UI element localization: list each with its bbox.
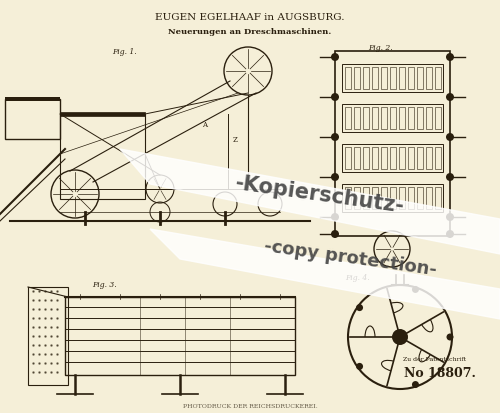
Text: Zu der Patentschrift: Zu der Patentschrift [404, 357, 466, 362]
Circle shape [392, 329, 408, 345]
Circle shape [412, 381, 419, 388]
Circle shape [356, 304, 363, 311]
Bar [372, 68, 378, 90]
Circle shape [446, 214, 454, 221]
Bar [435, 68, 441, 90]
Bar [5, 100, 60, 140]
Bar [372, 108, 378, 130]
Circle shape [446, 230, 454, 238]
Bar [354, 108, 360, 130]
Bar [435, 147, 441, 170]
Circle shape [356, 363, 363, 370]
Bar [417, 188, 423, 209]
Bar [345, 68, 351, 90]
Polygon shape [120, 150, 500, 254]
Circle shape [331, 230, 339, 238]
Bar [342, 65, 443, 93]
Bar [363, 68, 369, 90]
Bar [408, 68, 414, 90]
Text: A: A [202, 121, 207, 129]
Bar [408, 108, 414, 130]
Bar [381, 147, 387, 170]
Bar [381, 188, 387, 209]
Bar [426, 108, 432, 130]
Bar [60, 115, 145, 199]
Circle shape [446, 54, 454, 62]
Bar [390, 147, 396, 170]
Bar [342, 105, 443, 133]
Bar [390, 108, 396, 130]
Text: PHOTODRUCK DER REICHSDRUCKEREI.: PHOTODRUCK DER REICHSDRUCKEREI. [182, 404, 318, 408]
Text: Fig. 4.: Fig. 4. [345, 273, 370, 281]
Bar [372, 188, 378, 209]
Bar [399, 68, 405, 90]
Circle shape [446, 134, 454, 142]
Text: -copy protection-: -copy protection- [262, 236, 438, 278]
Bar [345, 188, 351, 209]
Circle shape [446, 173, 454, 182]
Bar [399, 188, 405, 209]
Circle shape [331, 173, 339, 182]
Bar [435, 108, 441, 130]
Bar [417, 108, 423, 130]
Bar [390, 188, 396, 209]
Bar [354, 188, 360, 209]
Bar [390, 68, 396, 90]
Circle shape [446, 334, 454, 341]
Circle shape [331, 134, 339, 142]
Text: Neuerungen an Dreschmaschinen.: Neuerungen an Dreschmaschinen. [168, 28, 332, 36]
Bar [435, 188, 441, 209]
Bar [426, 188, 432, 209]
Bar [372, 147, 378, 170]
Bar [342, 145, 443, 173]
Bar [417, 68, 423, 90]
Text: Z: Z [232, 136, 237, 144]
Bar [335, 52, 450, 236]
Bar [5, 98, 60, 102]
Bar [399, 147, 405, 170]
Bar [408, 147, 414, 170]
Bar [363, 188, 369, 209]
Circle shape [446, 94, 454, 102]
Text: No 18807.: No 18807. [404, 367, 476, 380]
Bar [363, 147, 369, 170]
Bar [354, 68, 360, 90]
Bar [426, 147, 432, 170]
Text: -Kopierschutz-: -Kopierschutz- [234, 173, 406, 216]
Bar [381, 68, 387, 90]
Bar [363, 108, 369, 130]
Bar [381, 108, 387, 130]
Bar [65, 297, 295, 375]
Bar [417, 147, 423, 170]
Text: Fig. 2.: Fig. 2. [368, 44, 392, 52]
Bar [342, 185, 443, 212]
Circle shape [412, 286, 419, 293]
Bar [354, 147, 360, 170]
Bar [345, 147, 351, 170]
Bar [399, 108, 405, 130]
Circle shape [331, 214, 339, 221]
Bar [408, 188, 414, 209]
Text: EUGEN EGELHAAF in AUGSBURG.: EUGEN EGELHAAF in AUGSBURG. [155, 14, 345, 22]
Bar [426, 68, 432, 90]
Bar [28, 287, 68, 385]
Text: Fig. 3.: Fig. 3. [92, 280, 116, 288]
Bar [345, 108, 351, 130]
Circle shape [331, 94, 339, 102]
Text: Fig. 1.: Fig. 1. [112, 48, 136, 56]
Bar [60, 113, 145, 117]
Circle shape [331, 54, 339, 62]
Polygon shape [150, 230, 500, 319]
